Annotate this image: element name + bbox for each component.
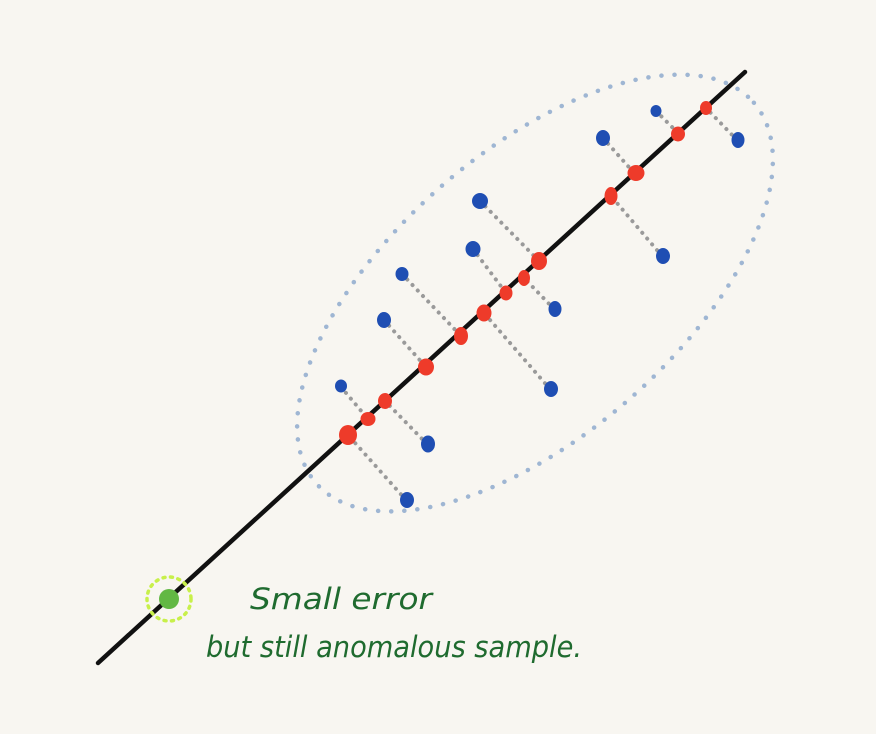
anomaly-halo <box>145 575 193 623</box>
original-point <box>377 312 391 328</box>
projection-connector <box>383 399 429 446</box>
original-point <box>472 193 488 209</box>
original-point <box>731 132 745 148</box>
projected-point <box>671 126 685 142</box>
original-point <box>656 248 670 264</box>
projection-connector <box>339 385 370 421</box>
projected-point <box>499 285 513 301</box>
anomalous-sample-marker <box>145 575 193 623</box>
original-point <box>544 381 558 397</box>
projection-connector <box>522 276 556 311</box>
original-point <box>335 379 347 393</box>
projected-point <box>604 187 618 205</box>
original-point <box>465 241 481 257</box>
original-points <box>335 105 745 508</box>
projected-point <box>700 101 712 115</box>
projection-connector <box>704 106 739 142</box>
projection-connector <box>346 433 408 502</box>
original-point <box>650 105 662 117</box>
original-point <box>400 492 414 508</box>
projection-connector <box>609 194 664 258</box>
original-point <box>421 435 435 453</box>
projected-point <box>339 425 357 445</box>
projection-connector <box>400 272 463 338</box>
original-point <box>395 267 409 281</box>
projection-connector <box>654 109 680 135</box>
projection-connectors <box>339 106 739 502</box>
projected-point <box>476 304 492 322</box>
projected-points <box>339 101 712 445</box>
anomaly-point <box>159 589 179 609</box>
projection-connector <box>382 318 428 369</box>
projected-point <box>418 358 434 376</box>
annotation-line-1: Small error <box>250 582 434 616</box>
projection-connector <box>478 199 541 263</box>
cluster-boundary <box>294 72 776 514</box>
projection-connector <box>471 247 508 295</box>
original-point <box>596 130 610 146</box>
projected-point <box>518 270 530 286</box>
projected-point <box>454 327 468 345</box>
projected-point <box>627 165 645 181</box>
projected-point <box>378 393 392 409</box>
projected-point <box>531 252 547 270</box>
projection-connector <box>482 311 552 391</box>
projected-point <box>360 412 376 426</box>
annotation-line-2: but still anomalous sample. <box>206 630 582 664</box>
projection-connector <box>601 136 637 176</box>
original-point <box>548 301 562 317</box>
